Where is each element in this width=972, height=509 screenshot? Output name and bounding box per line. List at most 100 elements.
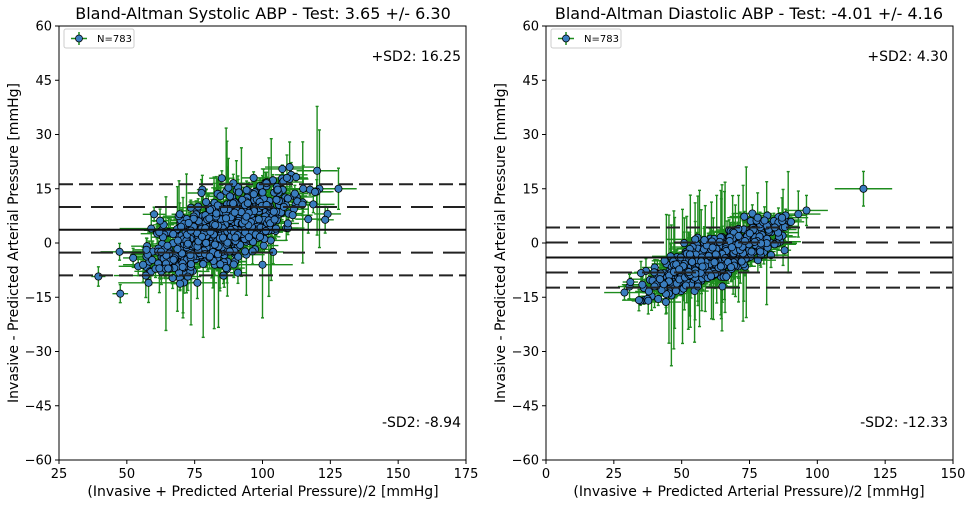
data-point xyxy=(151,211,158,218)
data-point xyxy=(226,248,233,255)
data-point xyxy=(256,233,263,240)
data-point xyxy=(217,261,224,268)
y-tick-label: 45 xyxy=(35,74,52,89)
data-point xyxy=(699,263,706,270)
data-point xyxy=(211,241,218,248)
data-point xyxy=(243,187,250,194)
data-point xyxy=(176,280,183,287)
data-point xyxy=(202,239,209,246)
data-point xyxy=(241,248,248,255)
data-point xyxy=(117,290,124,297)
data-point xyxy=(245,234,252,241)
data-point xyxy=(184,273,191,280)
diastolic-chart-title: Bland-Altman Diastolic ABP - Test: -4.01… xyxy=(555,4,943,23)
y-tick-label: 60 xyxy=(522,20,539,35)
data-point xyxy=(283,174,290,181)
data-point xyxy=(148,225,155,232)
data-point xyxy=(292,174,299,181)
systolic-upper-sd2-annotation: +SD2: 16.25 xyxy=(371,49,461,65)
systolic-legend-label: N=783 xyxy=(97,34,132,45)
data-point xyxy=(259,189,266,196)
y-tick-label: −60 xyxy=(25,454,52,469)
data-point xyxy=(212,221,219,228)
systolic-lower-sd2-annotation: -SD2: -8.94 xyxy=(382,415,461,431)
data-point xyxy=(164,242,171,249)
data-point xyxy=(719,283,726,290)
data-point xyxy=(757,248,764,255)
x-tick-label: 75 xyxy=(186,467,203,482)
systolic-legend: N=783 xyxy=(64,29,134,48)
data-point xyxy=(250,191,257,198)
data-point xyxy=(198,233,205,240)
data-point xyxy=(778,214,785,221)
data-point xyxy=(243,213,250,220)
data-point xyxy=(232,234,239,241)
diastolic-x-axis-label: (Invasive + Predicted Arterial Pressure)… xyxy=(573,484,924,500)
data-point xyxy=(187,260,194,267)
y-tick-label: 15 xyxy=(522,182,539,197)
diastolic-panel: Bland-Altman Diastolic ABP - Test: -4.01… xyxy=(493,4,965,500)
data-point xyxy=(311,188,318,195)
y-tick-label: −15 xyxy=(25,291,52,306)
data-point xyxy=(279,165,286,172)
data-point xyxy=(635,297,642,304)
data-point xyxy=(230,200,237,207)
data-point xyxy=(226,193,233,200)
data-point xyxy=(260,242,267,249)
systolic-chart-title: Bland-Altman Systolic ABP - Test: 3.65 +… xyxy=(75,4,451,23)
data-point xyxy=(255,216,262,223)
systolic-panel: Bland-Altman Systolic ABP - Test: 3.65 +… xyxy=(6,4,478,500)
data-point xyxy=(95,273,102,280)
y-tick-label: 0 xyxy=(531,237,539,252)
data-point xyxy=(300,185,307,192)
data-point xyxy=(723,273,730,280)
data-point xyxy=(225,184,232,191)
data-point xyxy=(761,217,768,224)
x-tick-label: 175 xyxy=(454,467,479,482)
data-point xyxy=(213,210,220,217)
data-point xyxy=(231,209,238,216)
data-point xyxy=(735,232,742,239)
data-point xyxy=(284,195,291,202)
data-point xyxy=(286,163,293,170)
data-point xyxy=(645,288,652,295)
x-tick-label: 25 xyxy=(606,467,623,482)
y-tick-label: −30 xyxy=(512,345,539,360)
data-point xyxy=(322,216,329,223)
data-point xyxy=(170,256,177,263)
data-point xyxy=(194,279,201,286)
x-tick-label: 50 xyxy=(119,467,136,482)
data-point xyxy=(627,278,634,285)
data-point xyxy=(176,211,183,218)
data-point xyxy=(711,259,718,266)
data-point xyxy=(184,240,191,247)
data-point xyxy=(314,167,321,174)
data-point xyxy=(274,186,281,193)
data-point xyxy=(746,230,753,237)
data-point xyxy=(273,196,280,203)
data-point xyxy=(728,244,735,251)
y-tick-label: 0 xyxy=(44,237,52,252)
data-point xyxy=(787,218,794,225)
data-point xyxy=(179,263,186,270)
diastolic-legend-label: N=783 xyxy=(584,34,619,45)
data-point xyxy=(174,237,181,244)
data-point xyxy=(781,247,788,254)
data-point xyxy=(156,217,163,224)
data-point xyxy=(219,234,226,241)
data-point xyxy=(206,253,213,260)
data-point xyxy=(717,263,724,270)
data-point xyxy=(655,295,662,302)
y-tick-label: 60 xyxy=(35,20,52,35)
data-point xyxy=(651,283,658,290)
data-point xyxy=(305,216,312,223)
y-tick-label: 30 xyxy=(522,128,539,143)
y-tick-label: 45 xyxy=(522,74,539,89)
data-point xyxy=(656,276,663,283)
y-tick-label: 30 xyxy=(35,128,52,143)
diastolic-lower-sd2-annotation: -SD2: -12.33 xyxy=(860,415,948,431)
